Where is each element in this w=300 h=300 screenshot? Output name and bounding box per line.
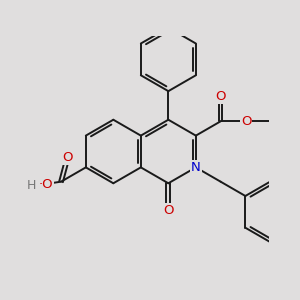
Text: O: O xyxy=(215,90,226,103)
Text: O: O xyxy=(62,151,73,164)
Text: O: O xyxy=(163,204,174,217)
Text: O: O xyxy=(241,115,251,128)
Text: H: H xyxy=(27,179,37,192)
Text: N: N xyxy=(191,161,201,174)
Text: ·O: ·O xyxy=(39,178,53,191)
